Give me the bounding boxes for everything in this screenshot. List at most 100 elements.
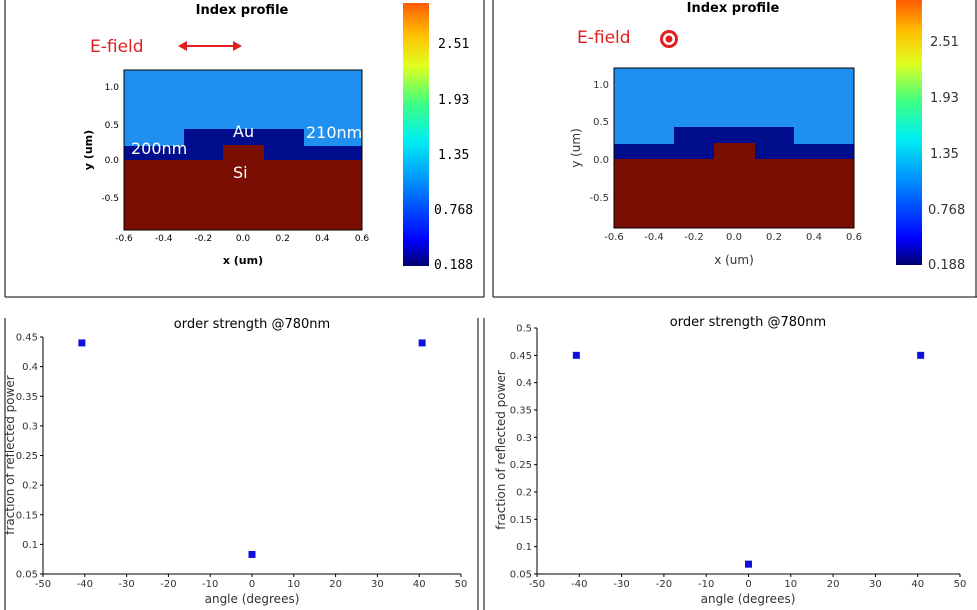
y-tick-label: 0.05 — [510, 570, 532, 581]
colorbar-1 — [403, 3, 429, 266]
x-ticks-index-2: -0.6 -0.4 -0.2 0.0 0.2 0.4 0.6 — [604, 232, 862, 243]
y-tick-label: 0.35 — [510, 406, 532, 417]
x-tick-label: -50 — [35, 579, 51, 590]
x-ticks-index-1: -0.6 -0.4 -0.2 0.0 0.2 0.4 0.6 — [115, 234, 369, 244]
x-tick-label: -30 — [118, 579, 134, 590]
index-title-1: Index profile — [196, 3, 289, 18]
y-tick-label: 0.25 — [510, 460, 532, 471]
colorbar-tick: 0.768 — [434, 203, 473, 218]
data-point — [917, 351, 925, 359]
x-tick: -0.6 — [604, 232, 624, 243]
au-right-layer-1 — [304, 146, 362, 160]
y-ticks-chart-2: 0.05 0.1 0.15 0.2 0.25 0.3 0.35 0.4 0.45 0.5 — [510, 324, 537, 581]
y-ticks-index-1: 1.0 0.5 0.0 -0.5 — [101, 83, 119, 204]
x-tick-label: -40 — [77, 579, 93, 590]
data-point — [745, 560, 752, 568]
x-axis-label-index-1: x (um) — [223, 254, 263, 267]
y-tick: -0.5 — [101, 194, 119, 204]
data-point — [418, 339, 426, 347]
y-tick: 0.0 — [593, 155, 609, 166]
colorbar-tick: 0.768 — [928, 203, 965, 218]
y-tick-label: 0.15 — [16, 510, 38, 521]
x-tick: 0.0 — [726, 232, 742, 243]
x-tick: 0.4 — [315, 234, 330, 244]
y-axis-label-chart-2: fraction of reflected power — [494, 370, 508, 530]
colorbar-tick: 0.188 — [928, 258, 965, 273]
y-tick-label: 0.3 — [516, 433, 532, 444]
left-width-label: 200nm — [131, 139, 187, 158]
x-tick: 0.4 — [806, 232, 822, 243]
x-tick-label: 50 — [954, 579, 967, 590]
y-tick: 1.0 — [105, 83, 120, 93]
target-icon — [660, 30, 678, 48]
x-tick-label: 40 — [413, 579, 426, 590]
y-tick-label: 0.05 — [16, 570, 38, 581]
right-width-label: 210nm — [306, 123, 362, 142]
colorbar-ticks-2: 2.51 1.93 1.35 0.768 0.188 — [928, 35, 965, 273]
colorbar-tick: 1.35 — [438, 148, 469, 163]
x-axis-label-chart-1: angle (degrees) — [205, 592, 300, 606]
x-tick: -0.6 — [115, 234, 133, 244]
y-tick: 0.5 — [105, 121, 119, 131]
x-tick-label: 20 — [827, 579, 840, 590]
x-tick: 0.2 — [766, 232, 782, 243]
au-right-layer-2 — [794, 144, 854, 159]
y-tick-label: 0.45 — [16, 333, 38, 344]
points-chart-2 — [572, 351, 925, 568]
scatter-chart-2: order strength @780nm -50 -40 -30 -20 -10 0 10… — [494, 315, 966, 606]
data-point — [572, 351, 580, 359]
y-tick-label: 0.2 — [22, 481, 38, 492]
y-tick-label: 0.1 — [516, 542, 532, 553]
x-tick-label: 10 — [287, 579, 300, 590]
y-tick: -0.5 — [589, 193, 609, 204]
y-tick-label: 0.25 — [16, 451, 38, 462]
double-arrow-icon — [178, 41, 242, 51]
au-left-layer-2 — [614, 144, 674, 159]
si-ridge-1 — [223, 145, 264, 160]
au-label: Au — [233, 122, 254, 141]
y-tick-label: 0.15 — [510, 515, 532, 526]
x-tick-label: 20 — [329, 579, 342, 590]
colorbar-tick: 0.188 — [434, 258, 473, 273]
index-title-2: Index profile — [687, 1, 780, 16]
si-substrate-1 — [124, 160, 362, 230]
colorbar-tick: 2.51 — [930, 35, 959, 50]
x-tick-label: 30 — [869, 579, 882, 590]
y-axis-label-index-2: y (um) — [569, 128, 583, 168]
colorbar-tick: 1.93 — [438, 93, 469, 108]
panel-frames — [4, 0, 977, 610]
index-panel-1: Index profile E-field Au Si 200nm 210nm … — [82, 3, 473, 273]
si-ridge-2 — [714, 143, 755, 159]
x-tick-label: -20 — [160, 579, 176, 590]
data-point — [248, 550, 256, 558]
x-tick: 0.6 — [355, 234, 370, 244]
y-tick: 1.0 — [593, 80, 609, 91]
x-tick-label: -50 — [529, 579, 545, 590]
x-axis-label-index-2: x (um) — [714, 253, 754, 267]
x-tick: -0.2 — [684, 232, 704, 243]
y-tick-label: 0.4 — [22, 362, 38, 373]
x-tick: 0.0 — [236, 234, 251, 244]
x-tick: -0.4 — [644, 232, 664, 243]
scatter-chart-1: order strength @780nm -50 -40 -30 -20 -10 0 10… — [3, 317, 467, 606]
x-tick: 0.6 — [846, 232, 862, 243]
x-tick-label: 30 — [371, 579, 384, 590]
data-point — [78, 339, 86, 347]
si-label: Si — [233, 163, 248, 182]
colorbar-tick: 1.35 — [930, 147, 959, 162]
index-panel-2: Index profile E-field -0.6 -0.4 -0.2 0.0… — [569, 0, 965, 273]
x-tick-label: 50 — [455, 579, 468, 590]
y-tick-label: 0.1 — [22, 540, 38, 551]
colorbar-2 — [896, 0, 922, 265]
x-tick: -0.2 — [195, 234, 213, 244]
si-substrate-2 — [614, 159, 854, 228]
x-ticks-chart-2: -50 -40 -30 -20 -10 0 10 20 30 40 50 — [529, 574, 967, 590]
index-plot-frame-2 — [613, 67, 855, 229]
x-tick: 0.2 — [276, 234, 290, 244]
y-tick: 0.5 — [593, 117, 609, 128]
y-tick: 0.0 — [105, 156, 120, 166]
index-plot-frame-1 — [123, 69, 363, 231]
chart-title-2: order strength @780nm — [670, 315, 826, 330]
efield-label-1: E-field — [90, 37, 144, 57]
